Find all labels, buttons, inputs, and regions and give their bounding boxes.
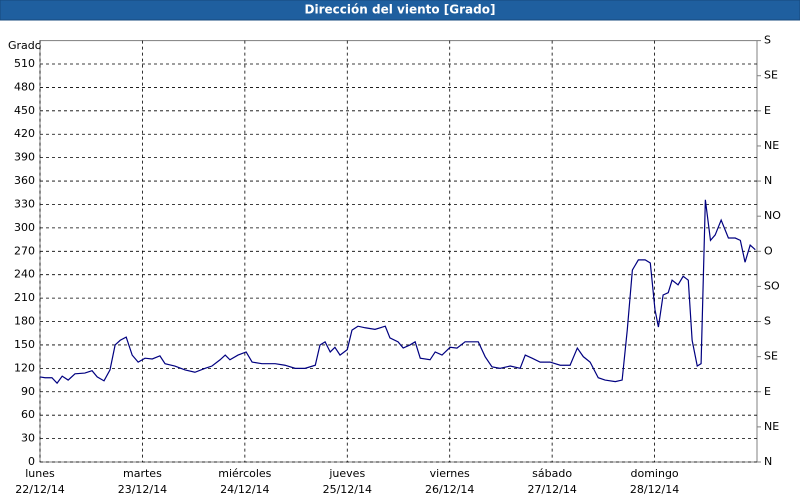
y-tick-label: 420 — [14, 127, 35, 140]
y-tick-label: 90 — [21, 385, 35, 398]
y2-tick-label: NO — [764, 209, 781, 222]
y2-tick-label: O — [764, 244, 773, 257]
x-tick-label: sábado — [532, 467, 572, 480]
x-tick-label: martes — [123, 467, 162, 480]
x-tick-label: lunes — [25, 467, 55, 480]
plot-frame — [39, 40, 758, 463]
x-tick-label: viernes — [430, 467, 470, 480]
y-tick-label: 60 — [21, 408, 35, 421]
x-tick-label: jueves — [328, 467, 365, 480]
x-tick-date: 23/12/14 — [118, 483, 167, 496]
y2-tick-label: NE — [764, 139, 779, 152]
x-tick-date: 27/12/14 — [527, 483, 576, 496]
y-tick-label: 240 — [14, 268, 35, 281]
title-bar — [0, 0, 800, 21]
y2-tick-label: SO — [764, 279, 780, 292]
y-tick-label: 0 — [28, 455, 35, 468]
y2-tick-label: E — [764, 385, 771, 398]
y-tick-label: 180 — [14, 315, 35, 328]
y2-tick-label: S — [764, 315, 771, 328]
y-tick-label: 450 — [14, 104, 35, 117]
y2-tick-label: SE — [764, 350, 778, 363]
y2-tick-label: S — [764, 34, 771, 47]
y2-tick-label: NE — [764, 420, 779, 433]
data-line — [39, 199, 756, 385]
y-tick-label: 210 — [14, 291, 35, 304]
y-tick-label: 150 — [14, 338, 35, 351]
x-tick-date: 26/12/14 — [425, 483, 474, 496]
y-tick-label: 390 — [14, 151, 35, 164]
y-axis-label: Grado — [8, 39, 42, 52]
chart-title: Dirección del viento [Grado] — [305, 3, 496, 17]
x-tick-date: 25/12/14 — [323, 483, 372, 496]
y-tick-label: 30 — [21, 432, 35, 445]
y2-tick-label: N — [764, 174, 772, 187]
y-tick-label: 300 — [14, 221, 35, 234]
y-tick-label: 270 — [14, 244, 35, 257]
x-tick-date: 24/12/14 — [220, 483, 269, 496]
x-tick-date: 22/12/14 — [15, 483, 64, 496]
x-tick-label: miércoles — [218, 467, 271, 480]
y2-tick-label: SE — [764, 69, 778, 82]
y-tick-label: 480 — [14, 80, 35, 93]
y2-tick-label: E — [764, 104, 771, 117]
y-tick-label: 120 — [14, 361, 35, 374]
x-tick-date: 28/12/14 — [630, 483, 679, 496]
y2-tick-label: N — [764, 455, 772, 468]
y-tick-label: 360 — [14, 174, 35, 187]
y-tick-label: 510 — [14, 57, 35, 70]
y-tick-label: 330 — [14, 197, 35, 210]
x-tick-label: domingo — [630, 467, 678, 480]
